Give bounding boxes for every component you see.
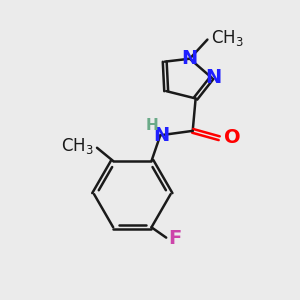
Text: N: N: [205, 68, 221, 87]
Text: N: N: [182, 49, 198, 68]
Text: N: N: [154, 126, 170, 146]
Text: CH$_3$: CH$_3$: [211, 28, 244, 48]
Text: O: O: [224, 128, 241, 147]
Text: CH$_3$: CH$_3$: [61, 136, 94, 156]
Text: H: H: [146, 118, 158, 134]
Text: F: F: [169, 229, 182, 248]
